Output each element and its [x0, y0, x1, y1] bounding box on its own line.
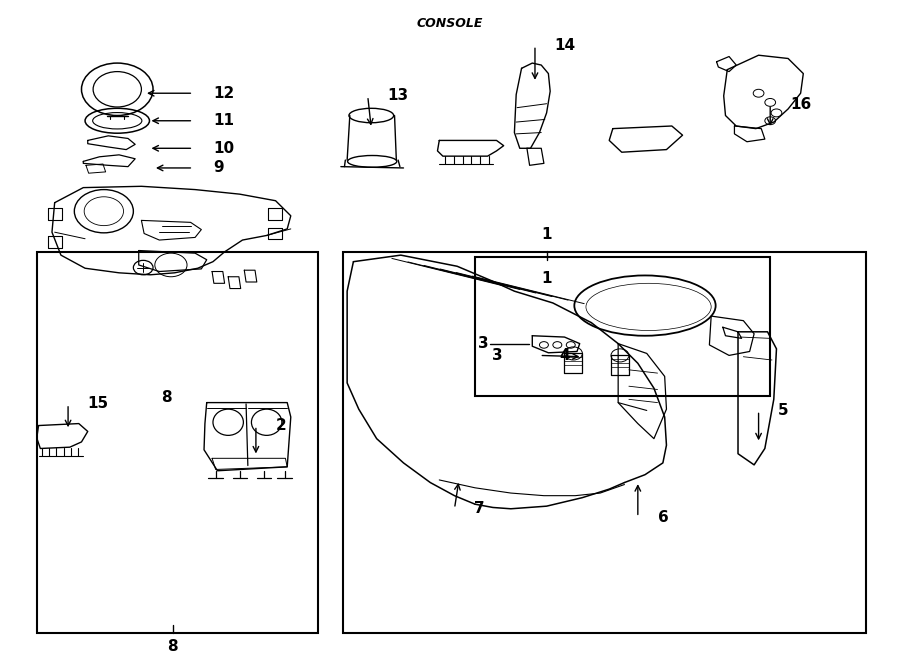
- Text: 12: 12: [213, 86, 234, 100]
- Text: 11: 11: [213, 113, 234, 128]
- Text: 8: 8: [161, 390, 172, 405]
- Text: 3: 3: [478, 336, 489, 351]
- Text: 15: 15: [87, 397, 109, 411]
- Text: 6: 6: [658, 510, 669, 525]
- Bar: [343, 252, 866, 633]
- Text: 1: 1: [542, 270, 552, 286]
- Bar: [475, 257, 770, 396]
- Text: 7: 7: [474, 501, 485, 516]
- Text: 1: 1: [542, 227, 552, 242]
- Text: 9: 9: [213, 161, 223, 175]
- Text: 8: 8: [167, 639, 178, 654]
- Text: 14: 14: [554, 38, 576, 53]
- Text: 2: 2: [275, 418, 286, 433]
- Text: 16: 16: [790, 97, 811, 112]
- Text: 4: 4: [559, 348, 570, 363]
- Text: 13: 13: [387, 89, 409, 103]
- Bar: [37, 252, 318, 633]
- Text: 10: 10: [213, 141, 234, 156]
- Text: 3: 3: [492, 348, 503, 363]
- Text: CONSOLE: CONSOLE: [417, 17, 483, 30]
- Text: 5: 5: [778, 403, 789, 418]
